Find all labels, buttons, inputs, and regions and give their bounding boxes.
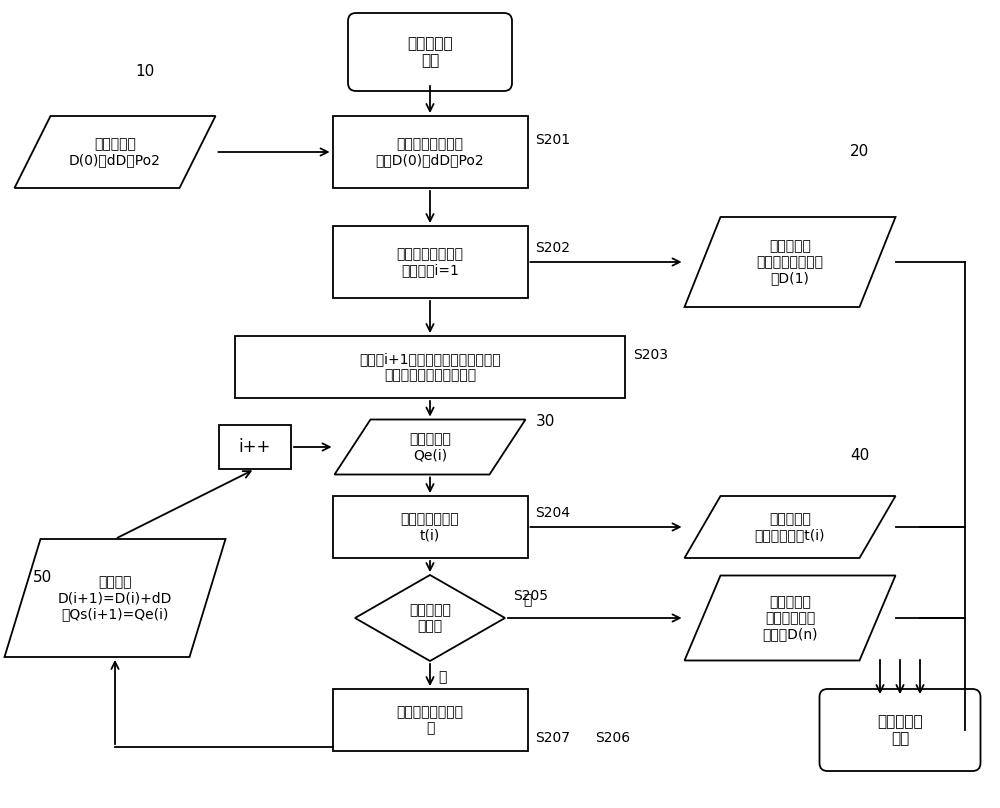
Bar [332, 689, 528, 751]
Bar [235, 336, 625, 398]
Text: S204: S204 [536, 506, 570, 520]
Text: 是: 是 [523, 593, 531, 607]
Text: 第三类参数
最终停留站深
度压力D(n): 第三类参数 最终停留站深 度压力D(n) [762, 595, 818, 642]
Text: S201: S201 [536, 133, 571, 147]
Text: 计算第三类参数
t(i): 计算第三类参数 t(i) [401, 512, 459, 542]
Polygon shape [355, 575, 505, 661]
Polygon shape [334, 419, 526, 474]
Polygon shape [5, 539, 226, 657]
Bar [332, 496, 528, 558]
Text: 输入或读取第一类
参数D(0)、dD、Po2: 输入或读取第一类 参数D(0)、dD、Po2 [376, 137, 484, 167]
Text: 是否达到出
水条件: 是否达到出 水条件 [409, 603, 451, 633]
Text: 第三类参数
第一停留站深度压
力D(1): 第三类参数 第一停留站深度压 力D(1) [757, 239, 824, 285]
Text: 30: 30 [536, 415, 555, 430]
Text: S206: S206 [596, 731, 631, 745]
Polygon shape [684, 217, 896, 307]
Text: S205: S205 [513, 589, 548, 603]
Text: i++: i++ [239, 438, 271, 456]
Bar [219, 425, 291, 469]
Text: 第二类参数
Qe(i): 第二类参数 Qe(i) [409, 432, 451, 462]
Text: 迭代更新第二类参
数: 迭代更新第二类参 数 [396, 705, 464, 735]
Text: S203: S203 [633, 348, 668, 362]
FancyBboxPatch shape [348, 13, 512, 91]
Bar [332, 226, 528, 298]
Text: 第三类参数
允许停留时间t(i): 第三类参数 允许停留时间t(i) [755, 512, 825, 542]
Text: 计算第一停留站深
度压力，i=1: 计算第一停留站深 度压力，i=1 [396, 247, 464, 277]
Bar [332, 116, 528, 188]
Text: 开始计算减
压表: 开始计算减 压表 [407, 36, 453, 68]
Text: 第一类参数
D(0)、dD、Po2: 第一类参数 D(0)、dD、Po2 [69, 137, 161, 167]
Text: 否: 否 [438, 670, 446, 684]
Text: 第二参数
D(i+1)=D(i)+dD
、Qs(i+1)=Qe(i): 第二参数 D(i+1)=D(i)+dD 、Qs(i+1)=Qe(i) [58, 574, 172, 621]
Text: 50: 50 [33, 570, 52, 586]
FancyBboxPatch shape [820, 689, 980, 771]
Polygon shape [684, 496, 896, 558]
Polygon shape [684, 575, 896, 660]
Polygon shape [14, 116, 216, 188]
Text: 计算第i+1停留站开始时人体最慢理
论组织内惰性气体分压值: 计算第i+1停留站开始时人体最慢理 论组织内惰性气体分压值 [359, 352, 501, 382]
Text: 输出完整减
压表: 输出完整减 压表 [877, 713, 923, 747]
Text: 10: 10 [135, 65, 154, 79]
Text: 20: 20 [850, 145, 869, 159]
Text: 40: 40 [850, 448, 869, 462]
Text: S207: S207 [536, 731, 570, 745]
Text: S202: S202 [536, 241, 570, 255]
